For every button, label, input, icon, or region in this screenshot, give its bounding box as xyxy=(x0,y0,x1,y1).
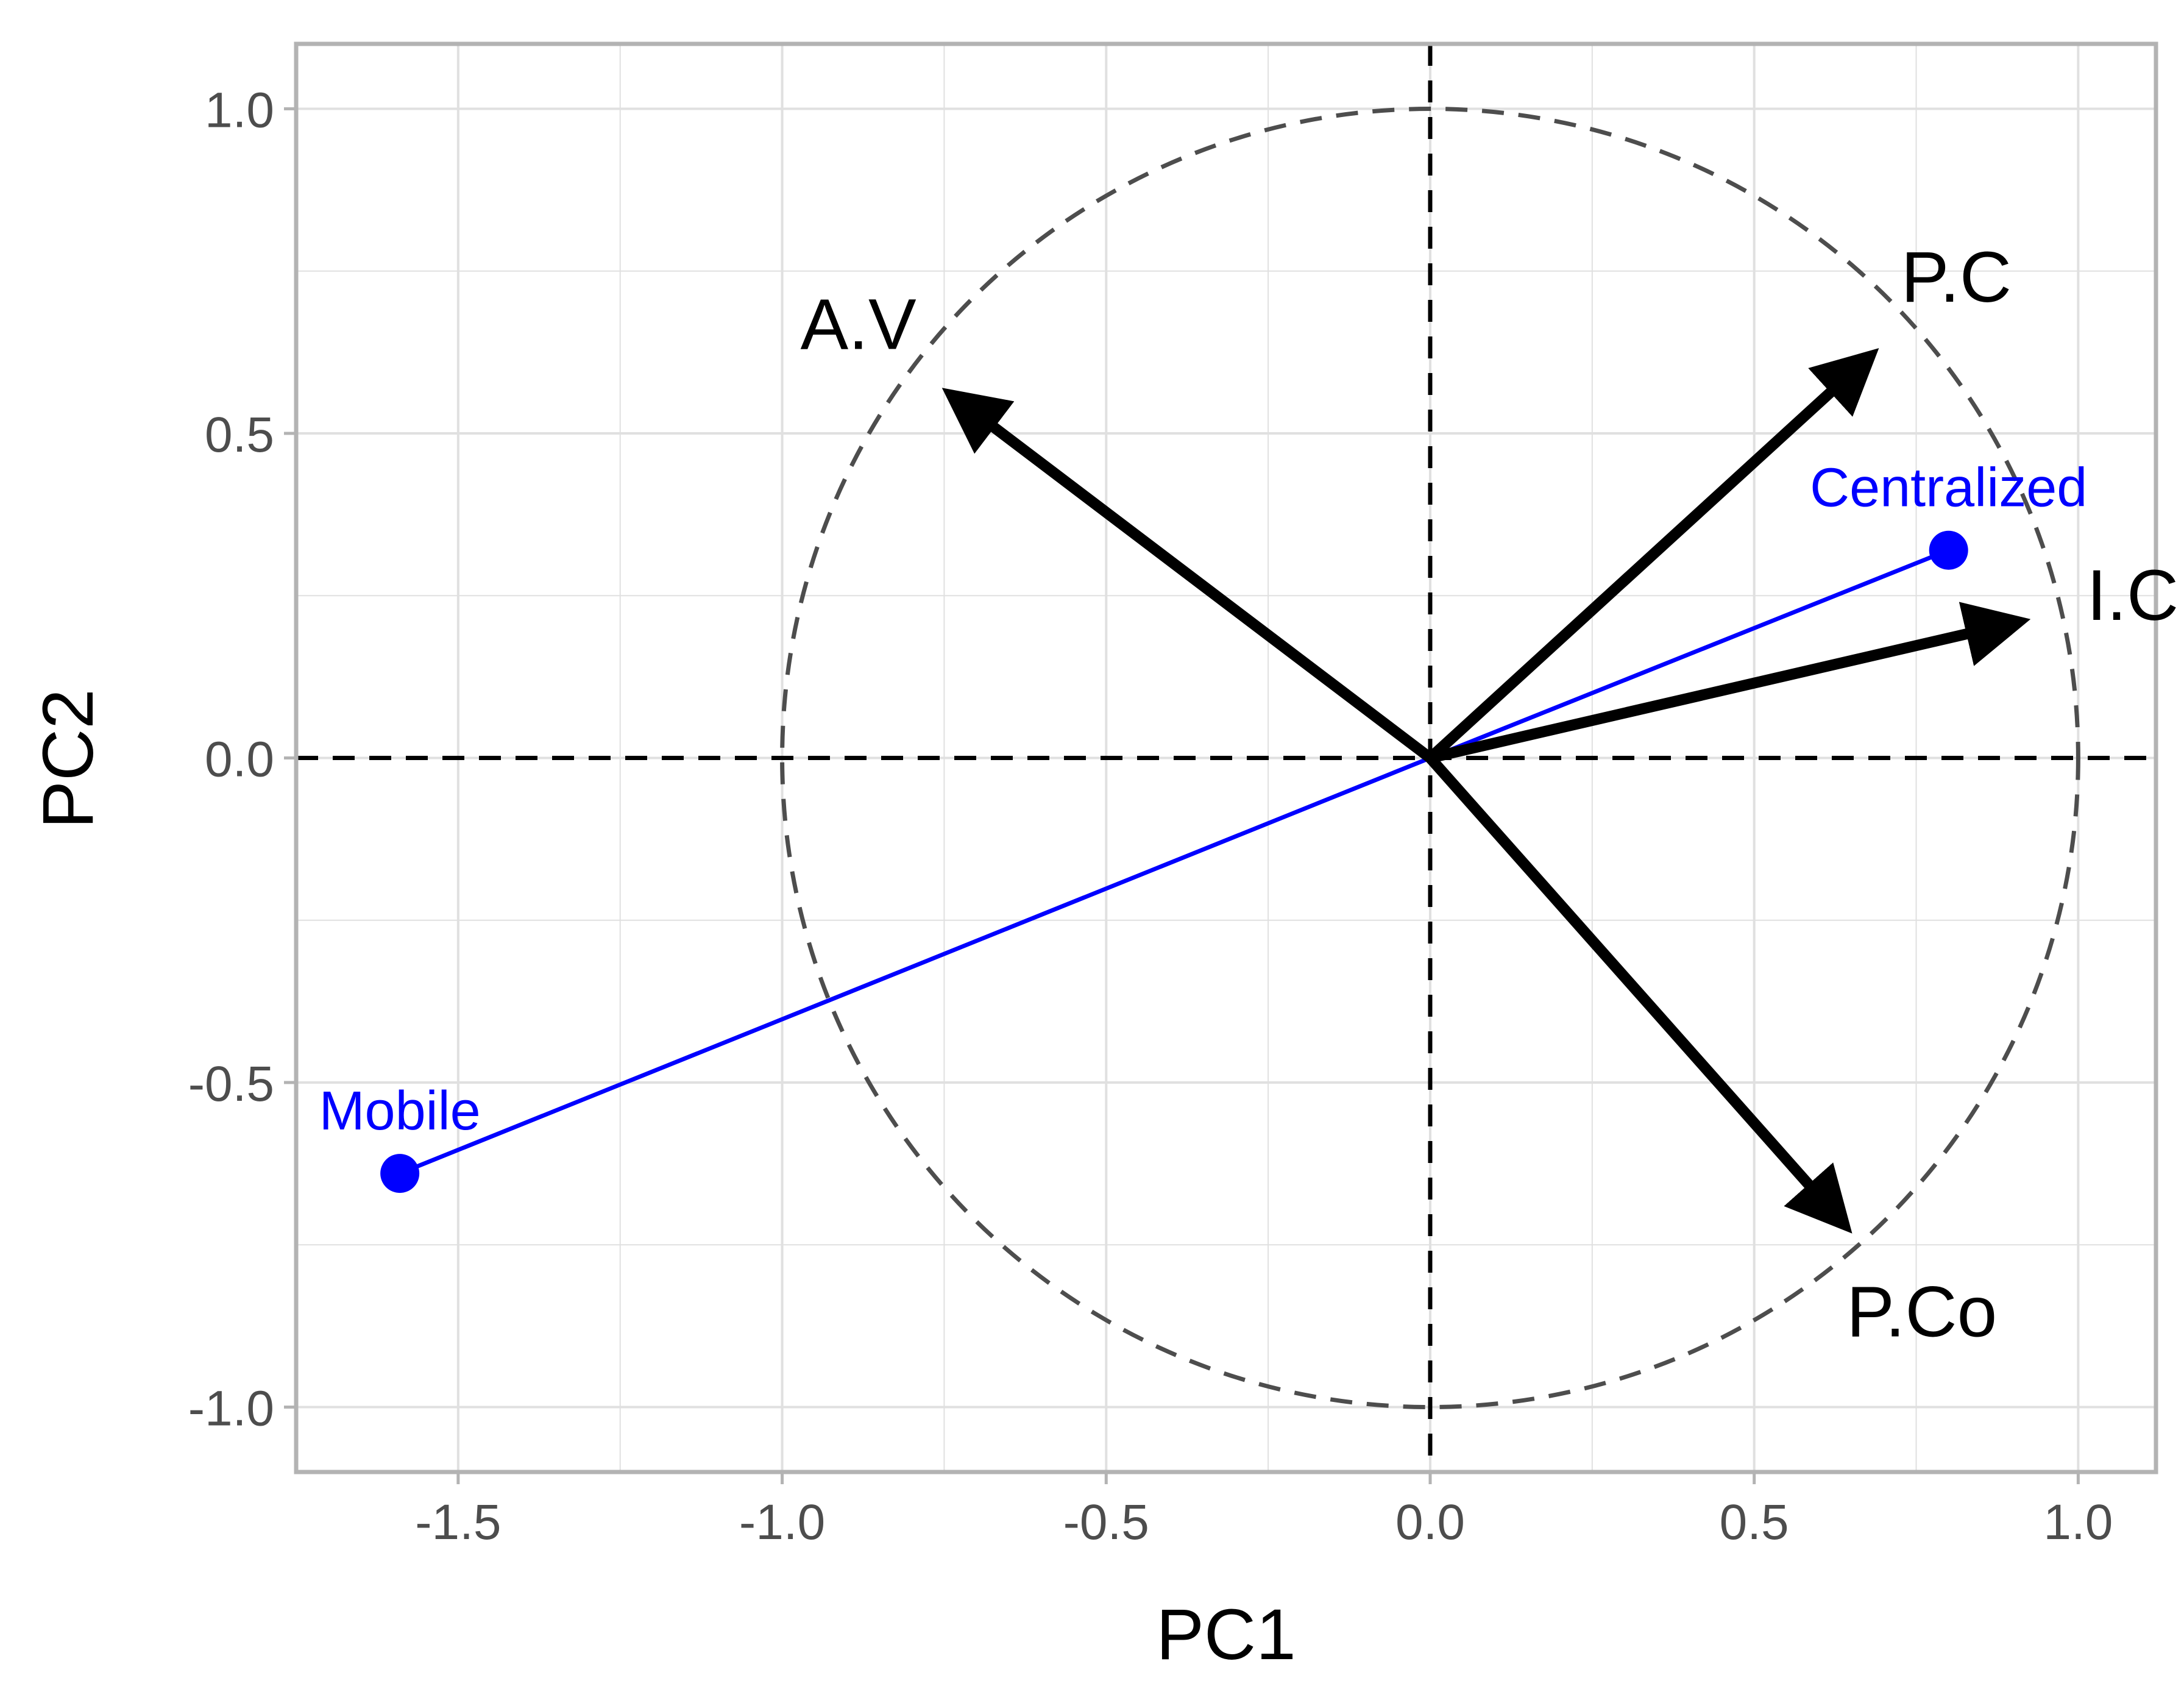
point-label-mobile: Mobile xyxy=(319,1081,481,1142)
point-mobile xyxy=(380,1154,420,1193)
x-tick-label: 1.0 xyxy=(2043,1495,2113,1550)
x-tick-label: 0.0 xyxy=(1395,1495,1465,1550)
segment-mobile xyxy=(399,756,1431,1176)
point-segments xyxy=(399,548,1950,1176)
segment-centralized xyxy=(1429,548,1950,760)
x-tick-label: -1.0 xyxy=(739,1495,825,1550)
vector-p-co xyxy=(1426,754,1852,1234)
x-axis: -1.5 -1.0 -0.5 0.0 0.5 1.0 xyxy=(415,1472,2113,1550)
point-label-centralized: Centralized xyxy=(1810,458,2087,519)
y-tick-label: 1.0 xyxy=(205,83,274,138)
vector-i-c xyxy=(1428,602,2031,764)
vector-label-p-c: P.C xyxy=(1901,237,2012,318)
loading-vectors xyxy=(941,348,2031,1234)
vector-p-c xyxy=(1426,348,1879,763)
y-tick-label: 0.0 xyxy=(205,732,274,788)
vector-labels: A.V P.C I.C P.Co xyxy=(801,237,2179,1352)
y-tick-label: -0.5 xyxy=(188,1056,274,1112)
point-labels: Centralized Mobile xyxy=(319,458,2088,1142)
vector-a-v xyxy=(941,388,1434,763)
y-axis: -1.0 -0.5 0.0 0.5 1.0 xyxy=(188,83,296,1437)
observation-points xyxy=(380,530,1968,1193)
x-tick-label: -0.5 xyxy=(1063,1495,1149,1550)
x-tick-label: 0.5 xyxy=(1720,1495,1789,1550)
y-tick-label: -1.0 xyxy=(188,1381,274,1437)
x-axis-title: PC1 xyxy=(1156,1595,1296,1675)
y-tick-label: 0.5 xyxy=(205,407,274,463)
vector-label-p-co: P.Co xyxy=(1846,1271,1997,1352)
y-axis-title: PC2 xyxy=(28,689,108,829)
point-centralized xyxy=(1929,530,1968,570)
unit-circle xyxy=(780,107,2080,1409)
x-tick-label: -1.5 xyxy=(415,1495,501,1550)
vector-label-i-c: I.C xyxy=(2086,555,2179,636)
vector-label-a-v: A.V xyxy=(801,284,916,364)
